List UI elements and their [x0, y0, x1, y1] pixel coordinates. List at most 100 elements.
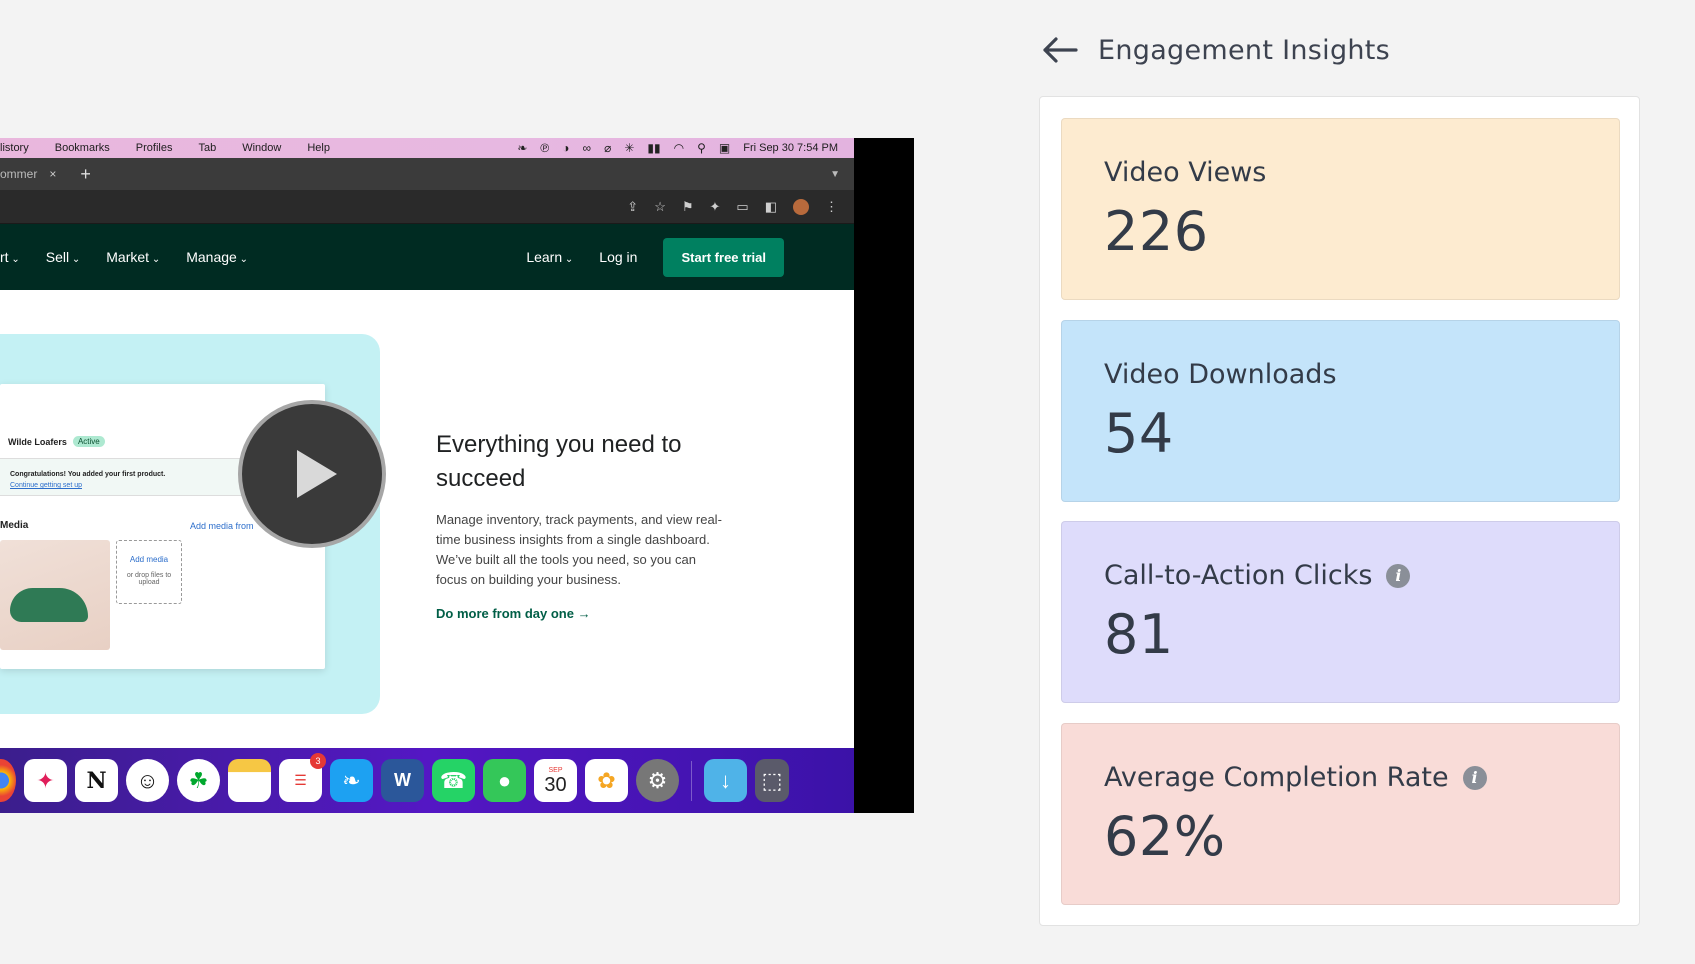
- back-arrow-icon[interactable]: [1040, 30, 1080, 70]
- puzzle-icon: ✦: [709, 198, 721, 214]
- insights-panel: Video Views 226 Video Downloads 54 Call-…: [1039, 96, 1640, 926]
- photos-icon: ✿: [585, 759, 628, 802]
- menu-history: listory: [0, 142, 29, 154]
- p-icon: ℗: [540, 141, 550, 155]
- extension-a-icon: ⚑: [681, 198, 694, 214]
- add-media-dropzone: Add media or drop files to upload: [116, 540, 182, 604]
- info-icon[interactable]: i: [1462, 765, 1487, 790]
- site-navbar: rt Sell Market Manage Learn Log in Start…: [0, 224, 854, 290]
- bluetooth-icon: ✳: [624, 141, 635, 155]
- star-icon: ☆: [654, 198, 666, 214]
- metric-value: 81: [1104, 603, 1174, 666]
- metric-label: Call-to-Action Clicks i: [1104, 560, 1619, 591]
- metric-card-cta-clicks: Call-to-Action Clicks i 81: [1061, 521, 1620, 703]
- banner-text: Congratulations! You added your first pr…: [10, 471, 166, 478]
- page-title: Engagement Insights: [1098, 34, 1391, 66]
- nav-learn: Learn: [526, 249, 573, 265]
- slack-icon: ✦: [24, 759, 67, 802]
- calendar-day: 30: [544, 773, 567, 796]
- control-center-icon: ▣: [718, 141, 731, 155]
- messages-icon: ●: [483, 759, 526, 802]
- shoe-shape: [10, 588, 88, 622]
- success-banner: Congratulations! You added your first pr…: [0, 458, 260, 496]
- hero-title: Everything you need to succeed: [436, 431, 682, 492]
- wifi-icon: ◠: [673, 141, 685, 155]
- banner-link: Continue getting set up: [10, 482, 82, 489]
- shoe-image: [0, 540, 110, 650]
- notion-icon: N: [75, 759, 118, 802]
- reminders-badge: 3: [310, 753, 326, 769]
- nav-market: Market: [106, 249, 160, 265]
- metric-label-text: Video Downloads: [1104, 359, 1337, 390]
- status-badge: Active: [72, 436, 105, 447]
- half-circle-icon: ◑: [562, 141, 570, 155]
- video-frame: listory Bookmarks Profiles Tab Window He…: [0, 138, 854, 813]
- metric-card-video-downloads: Video Downloads 54: [1061, 320, 1620, 502]
- search-icon: ⚲: [697, 141, 706, 155]
- new-tab-icon: +: [80, 163, 91, 184]
- system-settings-icon: ⚙: [636, 759, 679, 802]
- metric-card-avg-completion: Average Completion Rate i 62%: [1061, 723, 1620, 905]
- add-media-label: Add media: [129, 555, 169, 564]
- menubar-datetime: Fri Sep 30 7:54 PM: [743, 142, 838, 154]
- battery-icon: ▮▮: [647, 141, 661, 155]
- metric-label: Average Completion Rate i: [1104, 762, 1619, 793]
- metric-value: 226: [1104, 200, 1209, 263]
- calendar-icon: SEP 30: [534, 759, 577, 802]
- word-icon: W: [381, 759, 424, 802]
- metric-label-text: Average Completion Rate: [1104, 762, 1449, 793]
- reminders-icon: ☰ 3: [279, 753, 326, 802]
- mac-dock: ✦ N ☺ ☘ ☰ 3 ❧ W ☎ ● SEP 30 ✿ ⚙ ↓ ⬚: [0, 748, 854, 813]
- info-icon[interactable]: i: [1386, 563, 1411, 588]
- profile-avatar: [793, 198, 809, 215]
- mac-menubar: listory Bookmarks Profiles Tab Window He…: [0, 138, 854, 158]
- downloads-folder-icon: ↓: [704, 759, 747, 802]
- nav-manage: Manage: [186, 249, 248, 265]
- tab-close-icon: ×: [49, 167, 57, 181]
- metric-label-text: Call-to-Action Clicks: [1104, 560, 1373, 591]
- metric-label: Video Views: [1104, 157, 1619, 188]
- start-free-trial-button: Start free trial: [663, 237, 784, 277]
- chrome-icon: [0, 759, 16, 802]
- metric-label-text: Video Views: [1104, 157, 1267, 188]
- hero-link: Do more from day one →: [436, 606, 591, 621]
- nav-login: Log in: [599, 249, 638, 265]
- add-media-from-link: Add media from: [190, 521, 254, 531]
- browser-toolbar: ⇪ ☆ ⚑ ✦ ▭ ◧ ⋮: [0, 190, 854, 224]
- menubar-menu: listory Bookmarks Profiles Tab Window He…: [0, 142, 356, 154]
- calendar-month: SEP: [548, 766, 563, 774]
- video-player[interactable]: listory Bookmarks Profiles Tab Window He…: [0, 138, 914, 813]
- menu-window: Window: [242, 142, 282, 154]
- play-icon: [297, 450, 337, 498]
- browser-tab-title: ommer: [0, 167, 38, 181]
- metric-label: Video Downloads: [1104, 359, 1619, 390]
- evernote-icon: ☘: [177, 759, 220, 802]
- twitter-icon: ❧: [330, 759, 373, 802]
- share-icon: ⇪: [627, 198, 639, 214]
- trash-icon: ⬚: [755, 759, 789, 802]
- whatsapp-icon: ☎: [432, 759, 475, 802]
- muted-icon: ⌀: [604, 141, 612, 155]
- media-title: Media: [0, 520, 29, 531]
- nav-start: rt: [0, 249, 20, 265]
- dock-separator: [691, 760, 692, 801]
- hero-body: Manage inventory, track payments, and vi…: [436, 512, 722, 587]
- cast-icon: ▭: [736, 198, 749, 214]
- metric-card-video-views: Video Views 226: [1061, 118, 1620, 300]
- bird-icon: ❧: [517, 141, 528, 155]
- play-button[interactable]: [238, 400, 386, 548]
- nav-sell: Sell: [46, 249, 81, 265]
- kebab-menu-icon: ⋮: [825, 198, 838, 214]
- drop-hint: or drop files to upload: [126, 572, 172, 586]
- menubar-status: ❧ ℗ ◑ ∞ ⌀ ✳ ▮▮ ◠ ⚲ ▣ Fri Sep 30 7:54 PM: [517, 141, 854, 155]
- insights-header: Engagement Insights: [1040, 30, 1390, 70]
- menu-tab: Tab: [198, 142, 217, 154]
- store-name: Wilde Loafers: [8, 436, 67, 447]
- sidepanel-icon: ◧: [764, 198, 777, 214]
- finder-smile-icon: ☺: [126, 759, 169, 802]
- metric-value: 62%: [1104, 805, 1226, 868]
- glasses-icon: ∞: [582, 141, 592, 155]
- browser-tabbar: ommer × + ▼: [0, 158, 854, 190]
- menu-profiles: Profiles: [135, 142, 173, 154]
- menu-help: Help: [307, 142, 330, 154]
